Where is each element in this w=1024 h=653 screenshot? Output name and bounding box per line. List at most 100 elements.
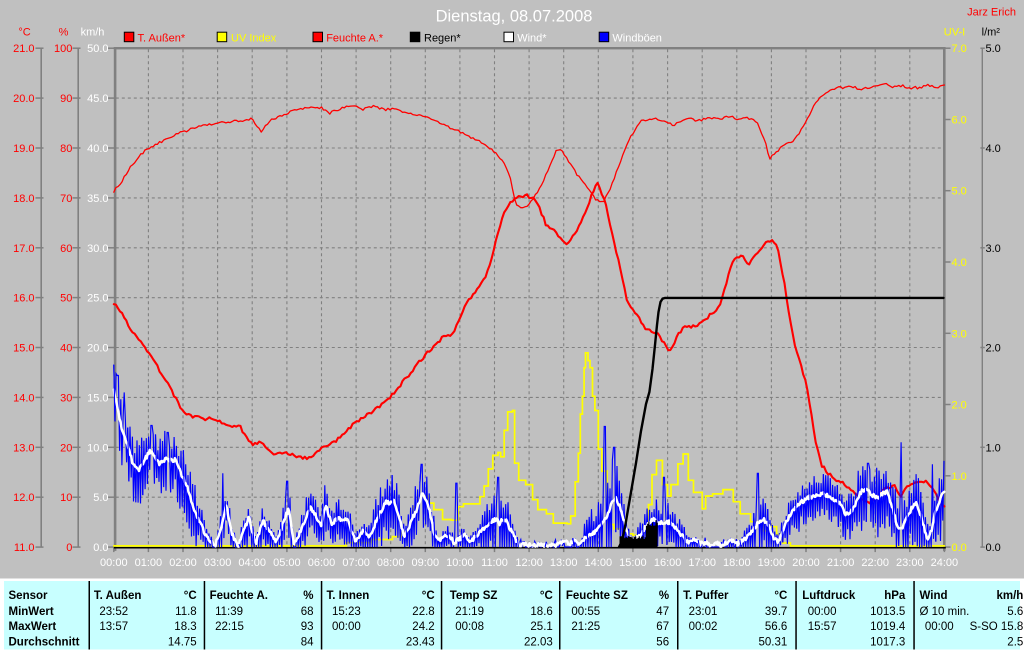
svg-text:00:55: 00:55 (571, 606, 600, 618)
svg-text:5.0: 5.0 (986, 43, 1001, 55)
svg-text:22.8: 22.8 (412, 606, 434, 618)
svg-text:°C: °C (540, 590, 553, 602)
svg-text:11:39: 11:39 (215, 606, 243, 618)
svg-text:06:00: 06:00 (308, 557, 336, 569)
svg-text:24:00: 24:00 (931, 557, 959, 569)
svg-text:Feuchte A.: Feuchte A. (210, 590, 268, 602)
svg-text:1013.5: 1013.5 (870, 606, 905, 618)
svg-text:47: 47 (656, 606, 669, 618)
svg-text:93: 93 (301, 621, 314, 633)
svg-text:00:02: 00:02 (689, 621, 718, 633)
svg-text:12.0: 12.0 (13, 492, 34, 504)
svg-text:UV Index: UV Index (231, 33, 277, 45)
svg-text:5.6: 5.6 (1007, 606, 1023, 618)
svg-text:3.0: 3.0 (952, 328, 967, 340)
svg-text:Wind: Wind (920, 590, 948, 602)
svg-text:07:00: 07:00 (342, 557, 370, 569)
svg-text:T. Innen: T. Innen (327, 590, 370, 602)
svg-text:Sensor: Sensor (9, 590, 49, 602)
svg-text:25.0: 25.0 (87, 293, 108, 305)
svg-text:15.0: 15.0 (87, 392, 108, 404)
svg-text:MinWert: MinWert (9, 606, 54, 618)
svg-text:Durchschnitt: Durchschnitt (9, 636, 80, 648)
svg-text:UV-I: UV-I (944, 27, 965, 39)
svg-text:T. Außen*: T. Außen* (138, 33, 186, 45)
svg-text:24.2: 24.2 (412, 621, 434, 633)
svg-text:°C: °C (18, 27, 30, 39)
svg-text:hPa: hPa (884, 590, 906, 602)
svg-text:14:00: 14:00 (585, 557, 613, 569)
svg-text:1.0: 1.0 (952, 471, 967, 483)
svg-text:11:00: 11:00 (481, 557, 508, 569)
svg-text:00:00: 00:00 (925, 621, 954, 633)
svg-text:13.0: 13.0 (13, 442, 34, 454)
svg-text:MaxWert: MaxWert (9, 621, 57, 633)
svg-text:23:01: 23:01 (689, 606, 718, 618)
svg-text:30.0: 30.0 (87, 243, 108, 255)
svg-text:Feuchte SZ: Feuchte SZ (566, 590, 628, 602)
svg-text:10:00: 10:00 (446, 557, 474, 569)
svg-text:21:25: 21:25 (571, 621, 600, 633)
svg-text:67: 67 (656, 621, 669, 633)
svg-text:01:00: 01:00 (135, 557, 163, 569)
svg-text:Wind*: Wind* (517, 33, 547, 45)
svg-text:100: 100 (54, 43, 72, 55)
svg-text:56.6: 56.6 (765, 621, 787, 633)
svg-text:2.5: 2.5 (1007, 636, 1023, 648)
svg-text:7.0: 7.0 (952, 43, 967, 55)
svg-text:Ø 10 min.: Ø 10 min. (920, 606, 970, 618)
svg-text:10.0: 10.0 (87, 442, 108, 454)
svg-text:15:00: 15:00 (619, 557, 647, 569)
svg-text:16:00: 16:00 (654, 557, 682, 569)
svg-text:T. Puffer: T. Puffer (683, 590, 729, 602)
svg-text:08:00: 08:00 (377, 557, 405, 569)
svg-text:10: 10 (60, 492, 72, 504)
svg-text:Luftdruck: Luftdruck (802, 590, 856, 602)
svg-text:13:57: 13:57 (99, 621, 128, 633)
svg-text:km/h: km/h (81, 27, 105, 39)
svg-text:70: 70 (60, 193, 72, 205)
svg-text:19:00: 19:00 (758, 557, 786, 569)
svg-text:20.0: 20.0 (87, 343, 108, 355)
svg-text:50.0: 50.0 (87, 43, 108, 55)
svg-text:%: % (659, 590, 669, 602)
svg-text:2.0: 2.0 (986, 343, 1001, 355)
svg-text:l/m²: l/m² (982, 27, 1001, 39)
svg-text:90: 90 (60, 93, 72, 105)
svg-text:°C: °C (422, 590, 435, 602)
svg-text:Feuchte A.*: Feuchte A.* (326, 33, 384, 45)
svg-text:S-SO 15.8: S-SO 15.8 (970, 621, 1024, 633)
svg-text:°C: °C (184, 590, 197, 602)
svg-text:1019.4: 1019.4 (870, 621, 906, 633)
svg-text:13:00: 13:00 (550, 557, 578, 569)
svg-text:11.0: 11.0 (14, 542, 35, 554)
svg-text:22:15: 22:15 (215, 621, 244, 633)
svg-text:°C: °C (774, 590, 787, 602)
svg-text:30: 30 (60, 392, 72, 404)
svg-text:km/h: km/h (996, 590, 1023, 602)
svg-text:04:00: 04:00 (238, 557, 266, 569)
svg-text:00:00: 00:00 (808, 606, 837, 618)
svg-text:4.0: 4.0 (986, 143, 1001, 155)
svg-text:22:00: 22:00 (861, 557, 889, 569)
svg-text:18.0: 18.0 (13, 193, 34, 205)
svg-text:21.0: 21.0 (13, 43, 34, 55)
svg-text:35.0: 35.0 (87, 193, 108, 205)
svg-text:16.0: 16.0 (13, 293, 34, 305)
svg-text:45.0: 45.0 (87, 93, 108, 105)
svg-text:18:00: 18:00 (723, 557, 751, 569)
svg-text:Windböen: Windböen (612, 33, 662, 45)
svg-text:21:00: 21:00 (827, 557, 855, 569)
svg-text:84: 84 (301, 636, 314, 648)
svg-text:22.03: 22.03 (524, 636, 553, 648)
svg-text:%: % (303, 590, 313, 602)
svg-text:14.0: 14.0 (13, 392, 34, 404)
svg-text:14.75: 14.75 (168, 636, 197, 648)
svg-text:00:08: 00:08 (455, 621, 484, 633)
svg-text:3.0: 3.0 (986, 243, 1001, 255)
svg-text:20: 20 (60, 442, 72, 454)
svg-text:21:19: 21:19 (455, 606, 484, 618)
svg-text:20:00: 20:00 (792, 557, 820, 569)
svg-text:11.8: 11.8 (175, 606, 197, 618)
svg-text:18.3: 18.3 (174, 621, 196, 633)
